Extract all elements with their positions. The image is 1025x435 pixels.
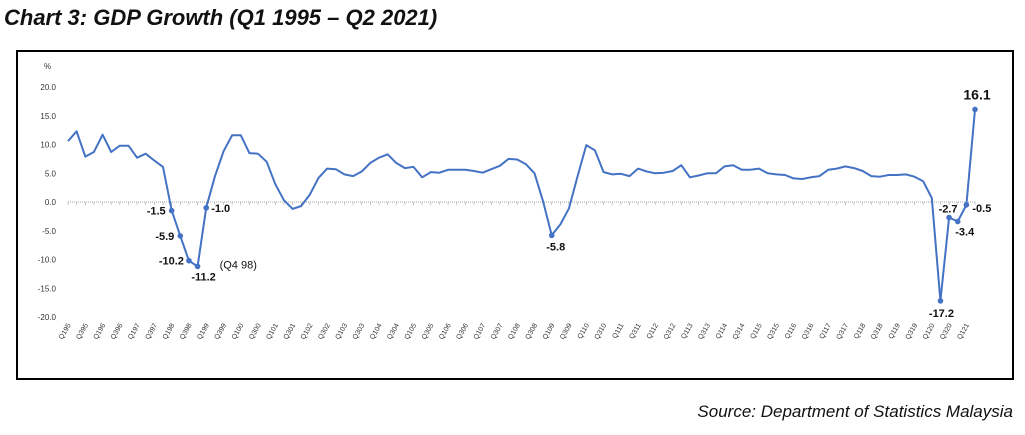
data-point-marker [972, 106, 978, 113]
data-label: -11.2 [191, 271, 215, 283]
x-tick-label: Q111 [611, 322, 625, 340]
data-label: -5.9 [155, 231, 174, 243]
x-tick-label: Q311 [628, 322, 642, 340]
x-tick-label: Q199 [196, 322, 211, 340]
chart-title: Chart 3: GDP Growth (Q1 1995 – Q2 2021) [4, 5, 438, 30]
y-tick-label: -15.0 [38, 284, 57, 293]
source-note: Source: Department of Statistics Malaysi… [697, 402, 1013, 421]
x-tick-label: Q307 [490, 322, 505, 340]
data-label: -10.2 [159, 256, 184, 268]
x-tick-label: Q310 [594, 322, 609, 340]
y-tick-label: -20.0 [38, 313, 57, 322]
x-tick-label: Q105 [404, 322, 419, 340]
x-tick-label: Q316 [801, 322, 816, 340]
y-tick-label: 5.0 [45, 169, 57, 178]
gdp-growth-series-line [67, 109, 976, 302]
x-tick-label: Q198 [162, 322, 177, 340]
data-label: -5.8 [546, 241, 565, 253]
y-axis-unit-label: % [44, 62, 51, 71]
x-tick-label: Q300 [248, 322, 263, 340]
x-tick-label: Q114 [715, 322, 729, 340]
x-tick-label: Q103 [335, 322, 350, 340]
x-tick-label: Q318 [870, 322, 885, 340]
x-tick-label: Q312 [663, 322, 678, 340]
x-tick-label: Q305 [421, 322, 436, 340]
x-tick-label: Q303 [352, 322, 367, 340]
x-tick-label: Q121 [956, 322, 971, 340]
data-label: -1.0 [211, 203, 230, 215]
x-tick-label: Q116 [784, 322, 798, 340]
x-tick-label: Q320 [939, 322, 954, 340]
data-label: -2.7 [939, 204, 958, 216]
x-tick-label: Q109 [542, 322, 557, 340]
data-point-marker [937, 298, 944, 304]
x-tick-label: Q398 [179, 322, 194, 340]
data-point-marker [954, 218, 961, 225]
x-tick-label: Q101 [265, 322, 280, 340]
x-tick-label: Q113 [680, 322, 694, 340]
x-tick-label: Q115 [749, 322, 763, 340]
x-tick-label: Q119 [888, 322, 902, 340]
x-tick-label: Q308 [525, 322, 540, 340]
x-tick-label: Q102 [300, 322, 315, 340]
x-tick-label: Q196 [93, 322, 108, 340]
data-point-marker [548, 232, 555, 239]
y-tick-label: -5.0 [42, 227, 56, 236]
x-tick-label: Q306 [455, 322, 470, 340]
chart-frame [16, 50, 1014, 380]
x-tick-label: Q302 [317, 322, 332, 340]
y-tick-label: -10.0 [38, 256, 57, 265]
y-tick-label: 10.0 [40, 141, 56, 150]
data-point-marker [203, 204, 210, 211]
x-tick-label: Q106 [438, 322, 453, 340]
x-tick-label: Q313 [697, 322, 712, 340]
x-tick-label: Q304 [386, 322, 401, 340]
data-point-marker [946, 214, 952, 221]
x-tick-label: Q314 [732, 322, 747, 340]
data-point-marker [177, 233, 184, 239]
x-tick-label: Q399 [214, 322, 229, 340]
data-label-note: (Q4 98) [220, 259, 257, 271]
data-label: 16.1 [963, 86, 990, 102]
x-tick-label: Q317 [836, 322, 851, 340]
x-tick-label: Q118 [853, 322, 867, 340]
x-tick-label: Q395 [75, 322, 90, 340]
x-tick-label: Q315 [766, 322, 781, 340]
x-tick-label: Q301 [283, 322, 298, 340]
data-label: -3.4 [955, 227, 975, 239]
x-tick-label: Q110 [577, 322, 591, 340]
x-tick-label: Q397 [144, 322, 159, 340]
data-label: -17.2 [929, 308, 954, 320]
x-tick-label: Q100 [231, 322, 246, 340]
gdp-growth-line-chart: %20.015.010.05.00.0-5.0-10.0-15.0-20.0Q1… [38, 62, 992, 341]
x-tick-label: Q120 [922, 322, 937, 340]
x-tick-label: Q195 [58, 322, 73, 340]
y-tick-label: 20.0 [40, 83, 56, 92]
x-tick-label: Q108 [507, 322, 522, 340]
x-tick-label: Q104 [369, 322, 384, 340]
data-point-marker [194, 263, 201, 270]
data-label: -0.5 [972, 203, 991, 215]
x-tick-label: Q309 [559, 322, 574, 340]
data-label: -1.5 [147, 206, 166, 218]
x-tick-label: Q319 [905, 322, 920, 340]
x-tick-label: Q396 [110, 322, 125, 340]
x-tick-label: Q107 [473, 322, 488, 340]
y-tick-label: 15.0 [40, 112, 56, 121]
x-tick-label: Q117 [819, 322, 833, 340]
data-point-marker [168, 207, 175, 214]
y-tick-label: 0.0 [45, 198, 57, 207]
x-tick-label: Q197 [127, 322, 142, 340]
data-point-marker [186, 257, 192, 264]
x-tick-label: Q112 [646, 322, 660, 340]
data-point-marker [963, 202, 970, 208]
